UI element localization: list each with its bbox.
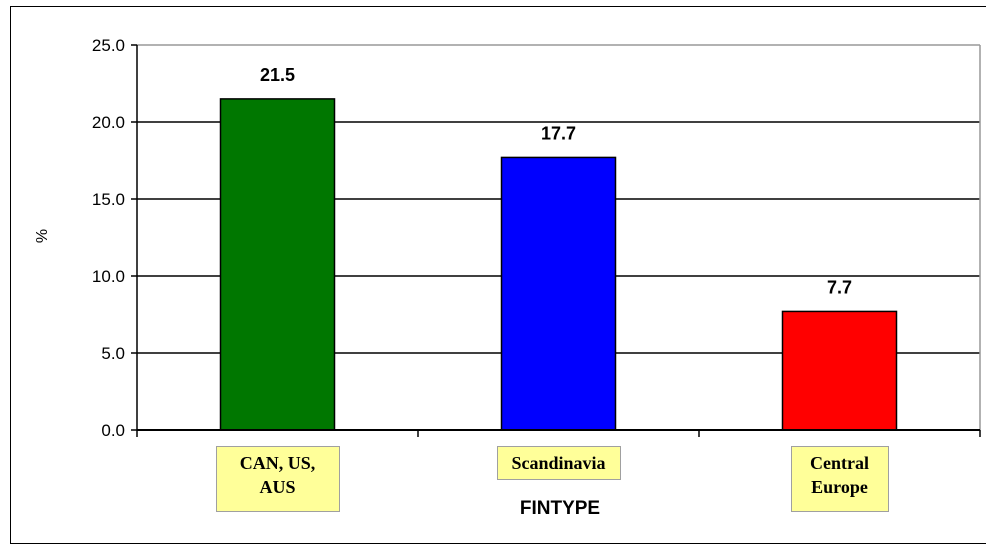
y-tick-label: 25.0	[92, 36, 125, 55]
y-tick-label: 0.0	[101, 421, 125, 440]
x-axis-label: FINTYPE	[520, 498, 600, 519]
bar-value-label: 7.7	[827, 277, 852, 297]
y-tick-label: 5.0	[101, 344, 125, 363]
x-category-label: Central Europe	[790, 446, 889, 512]
chart-frame	[10, 6, 986, 544]
bar-value-label: 17.7	[541, 123, 576, 143]
x-category-label: Scandinavia	[496, 446, 621, 480]
bar	[500, 156, 617, 431]
bars	[219, 98, 898, 431]
y-tick-label: 20.0	[92, 113, 125, 132]
y-axis-label: %	[34, 229, 51, 243]
bar	[781, 310, 898, 431]
y-axis-ticks: 0.0 5.0 10.0 15.0 20.0 25.0	[92, 36, 137, 440]
y-tick-label: 15.0	[92, 190, 125, 209]
y-tick-label: 10.0	[92, 267, 125, 286]
x-category-label: CAN, US, AUS	[215, 446, 340, 512]
bar	[219, 98, 336, 431]
x-axis-ticks	[136, 430, 981, 437]
data-labels: 21.5 17.7 7.7	[260, 65, 852, 298]
bar-value-label: 21.5	[260, 65, 295, 85]
